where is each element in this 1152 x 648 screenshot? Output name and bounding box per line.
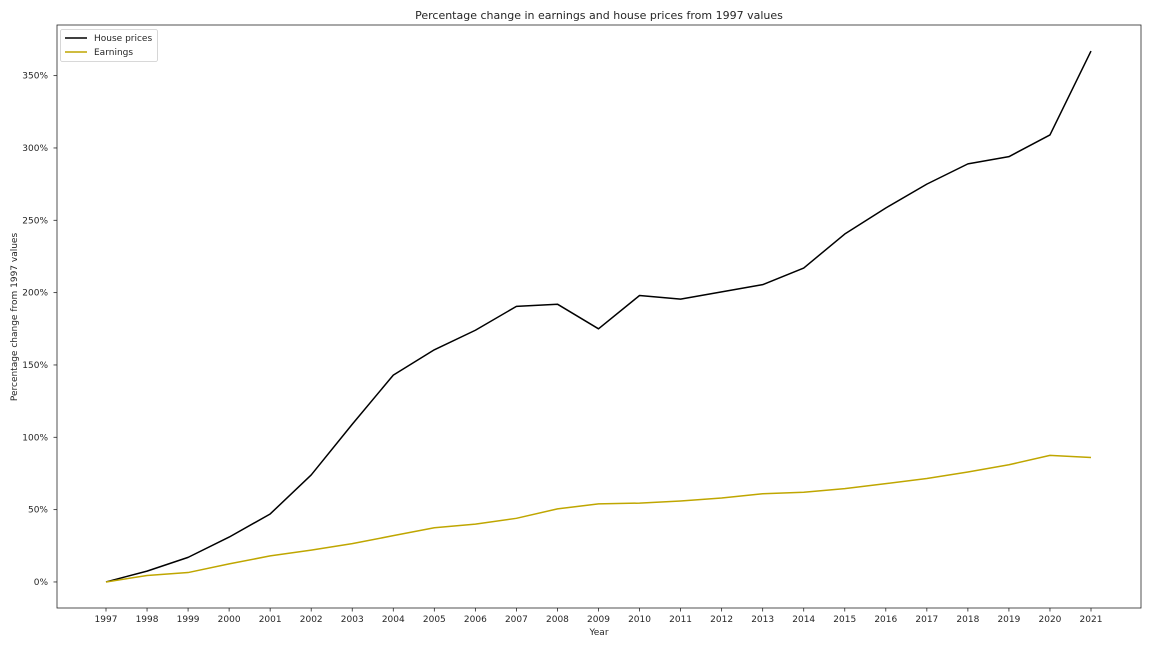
x-tick-label: 2008 <box>546 615 569 625</box>
x-axis-label: Year <box>588 628 608 638</box>
y-tick-label: 350% <box>22 72 48 82</box>
x-tick-label: 2016 <box>874 615 897 625</box>
x-tick-label: 2012 <box>710 615 733 625</box>
x-tick-label: 2001 <box>259 615 282 625</box>
x-tick-label: 2009 <box>587 615 610 625</box>
y-tick-label: 100% <box>22 433 48 443</box>
x-tick-label: 2003 <box>341 615 364 625</box>
x-tick-label: 2015 <box>833 615 856 625</box>
x-tick-label: 2002 <box>300 615 323 625</box>
x-tick-label: 2005 <box>423 615 446 625</box>
x-tick-label: 2020 <box>1039 615 1062 625</box>
x-tick-label: 2014 <box>792 615 815 625</box>
y-tick-label: 200% <box>22 289 48 299</box>
y-tick-label: 0% <box>34 578 49 588</box>
legend-label-earnings: Earnings <box>94 48 133 58</box>
x-tick-label: 2000 <box>218 615 241 625</box>
series-line-house-prices <box>105 50 1092 583</box>
chart-title: Percentage change in earnings and house … <box>415 9 783 22</box>
x-tick-label: 1997 <box>95 615 118 625</box>
x-tick-label: 2010 <box>628 615 651 625</box>
y-tick-label: 250% <box>22 216 48 226</box>
x-tick-label: 2017 <box>915 615 938 625</box>
x-tick-label: 2006 <box>464 615 487 625</box>
x-tick-label: 1998 <box>136 615 159 625</box>
y-tick-label: 150% <box>22 361 48 371</box>
x-tick-label: 1999 <box>177 615 200 625</box>
y-tick-label: 50% <box>28 506 48 516</box>
y-axis-label: Percentage change from 1997 values <box>10 233 20 402</box>
legend-label-house-prices: House prices <box>94 34 152 44</box>
x-tick-label: 2021 <box>1080 615 1103 625</box>
plot-area <box>56 24 1142 609</box>
x-tick-label: 2013 <box>751 615 774 625</box>
x-tick-label: 2011 <box>669 615 692 625</box>
series-line-earnings <box>105 454 1092 583</box>
y-tick-label: 300% <box>22 144 48 154</box>
x-tick-label: 2004 <box>382 615 405 625</box>
x-tick-label: 2018 <box>956 615 979 625</box>
x-tick-label: 2007 <box>505 615 528 625</box>
x-tick-label: 2019 <box>997 615 1020 625</box>
legend: House prices Earnings <box>60 29 158 62</box>
